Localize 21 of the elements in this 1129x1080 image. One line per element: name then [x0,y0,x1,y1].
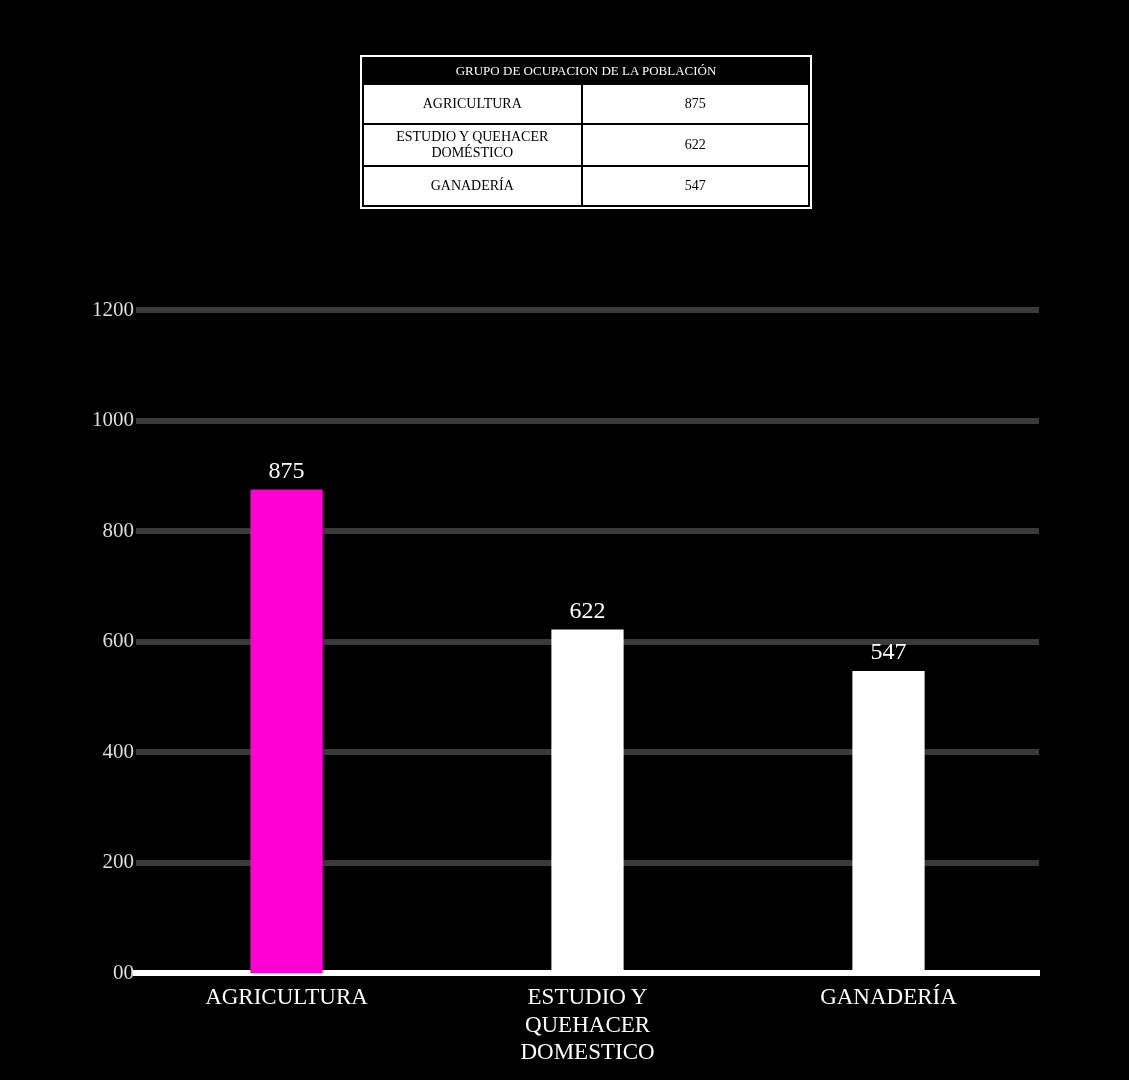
y-tick-label: 1000 [92,407,134,432]
text: 622 [581,124,809,166]
y-tick-label: 800 [102,517,134,542]
text: AGRICULTURA [363,84,582,124]
x-tick-label: AGRICULTURA [205,984,369,1010]
y-tick-label: 600 [102,628,134,653]
text: 875 [581,84,809,124]
x-tick-label: ESTUDIO Y QUEHACER DOMESTICO [520,984,655,1065]
data-label: 875 [268,456,305,483]
y-tick-label: 200 [102,849,134,874]
y-tick-label: 00 [113,959,134,984]
bar [250,489,323,974]
text: ESTUDIO Y QUEHACER DOMÉSTICO [363,124,582,166]
text: GANADERÍA [363,166,582,206]
data-label: 547 [870,638,907,665]
text: 547 [581,166,809,206]
data-label: 622 [569,596,606,623]
chart-title: GRUPO DE OCUPACION DE LA POBLACIÓN [363,58,809,84]
y-tick-label: 1200 [92,296,134,321]
y-tick-label: 400 [102,738,134,763]
x-tick-label: GANADERÍA [820,984,958,1010]
